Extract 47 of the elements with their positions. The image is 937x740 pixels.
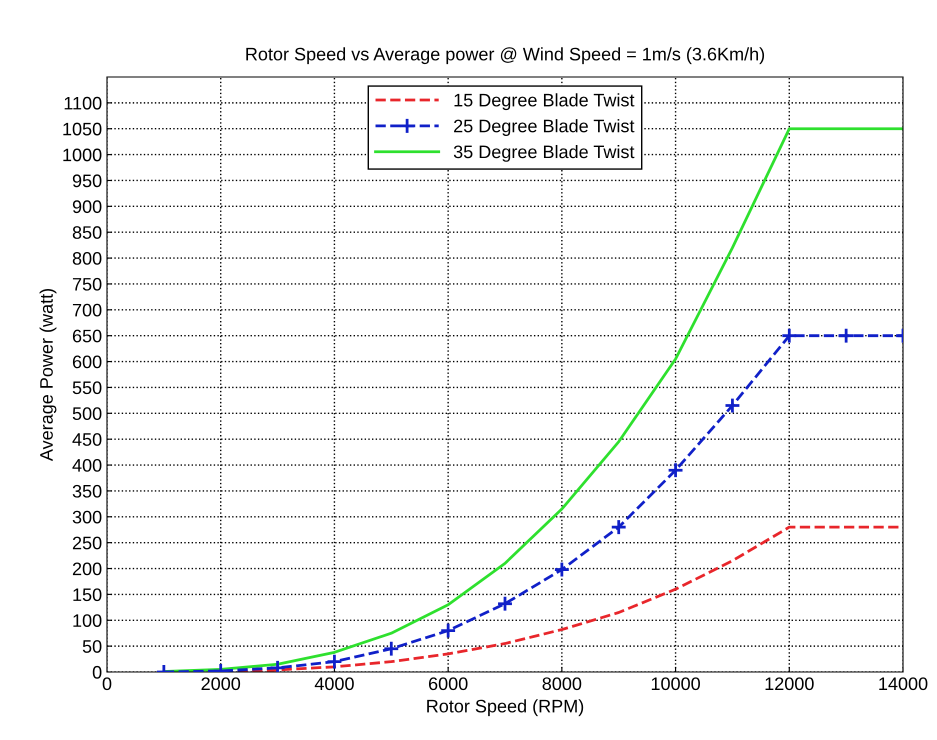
point	[440, 622, 456, 639]
y-tick-label: 500	[72, 407, 102, 420]
point	[610, 518, 628, 536]
x-tick-label: 14000	[879, 677, 928, 690]
y-tick-label: 650	[72, 330, 102, 342]
y-tick-label: 550	[72, 381, 102, 394]
point	[326, 653, 343, 670]
y-tick-label: 1100	[64, 96, 102, 110]
y-tick-label: 450	[72, 433, 102, 446]
y-tick-label: 800	[72, 252, 102, 265]
x-tick-label: 8000	[542, 677, 582, 690]
y-tick-label: 700	[72, 304, 102, 317]
y-tick-label: 50	[82, 640, 102, 653]
point	[780, 327, 798, 344]
y-tick-label: 100	[73, 614, 102, 627]
point	[554, 561, 570, 578]
y-tick-label: 900	[72, 200, 102, 214]
x-tick-label: 6000	[428, 677, 468, 690]
point	[382, 640, 400, 658]
x-tick-label: 2000	[202, 677, 240, 690]
y-tick-label: 750	[72, 278, 102, 291]
y-tick-label: 300	[72, 510, 102, 524]
point	[724, 397, 741, 414]
legend-label: 35 Degree Blade Twist	[454, 144, 634, 162]
y-tick-label: 850	[72, 226, 102, 239]
chart-title: Rotor Speed vs Average power @ Wind Speed = 1m/s (3.6Km/h)	[246, 47, 764, 64]
point	[496, 595, 514, 612]
x-axis-title: Rotor Speed (RPM)	[427, 699, 584, 716]
x-tick-label: 4000	[314, 677, 354, 690]
x-tick-label: 0	[102, 677, 112, 690]
y-tick-label: 0	[92, 666, 102, 679]
y-tick-label: 600	[72, 356, 102, 368]
y-tick-label: 200	[72, 562, 102, 576]
legend-label: 25 Degree Blade Twist	[454, 119, 634, 136]
point	[667, 462, 684, 479]
y-tick-label: 1050	[63, 122, 102, 136]
y-tick-label: 150	[73, 588, 102, 602]
y-tick-label: 950	[72, 174, 102, 188]
y-tick-label: 400	[72, 458, 102, 472]
x-tick-label: 10000	[652, 677, 700, 690]
x-tick-label: 12000	[766, 677, 814, 690]
y-tick-label: 1000	[63, 148, 102, 162]
point	[838, 327, 854, 344]
y-axis-title: Average Power (watt)	[40, 288, 56, 462]
legend-label: 15 Degree Blade Twist	[454, 93, 634, 110]
y-tick-label: 350	[72, 484, 102, 498]
y-tick-label: 250	[72, 536, 102, 550]
